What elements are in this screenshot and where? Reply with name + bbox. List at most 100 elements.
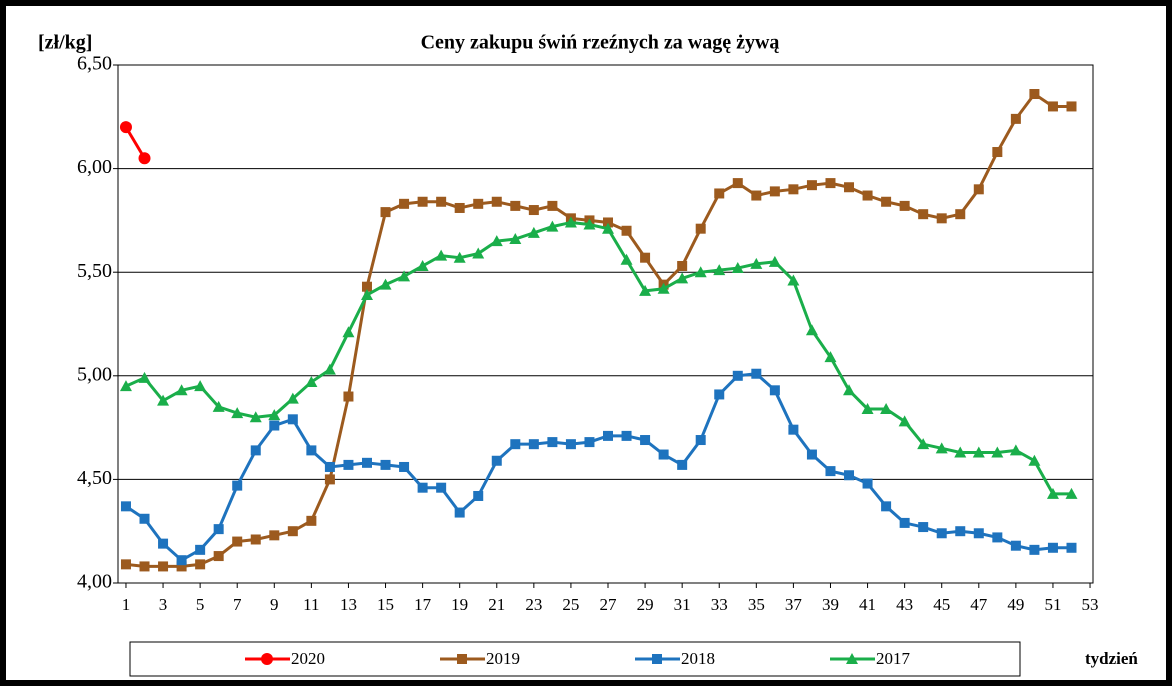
series-line <box>125 220 1072 496</box>
marker <box>120 559 131 570</box>
legend-label: 2018 <box>681 649 715 668</box>
marker <box>844 182 855 193</box>
marker <box>195 559 206 570</box>
marker <box>732 370 743 381</box>
marker <box>973 184 984 195</box>
marker <box>936 213 947 224</box>
marker <box>1010 540 1021 551</box>
marker <box>824 351 837 363</box>
marker <box>1029 544 1040 555</box>
marker <box>176 555 187 566</box>
marker <box>547 200 558 211</box>
marker <box>306 445 317 456</box>
marker <box>677 260 688 271</box>
marker <box>621 430 632 441</box>
marker <box>602 222 615 234</box>
marker <box>991 446 1004 458</box>
marker <box>584 437 595 448</box>
y-tick-label: 6,00 <box>77 156 112 178</box>
x-tick-label: 51 <box>1044 595 1061 614</box>
marker <box>286 392 299 404</box>
legend-label: 2017 <box>876 649 911 668</box>
marker <box>788 424 799 435</box>
marker <box>695 223 706 234</box>
x-tick-label: 39 <box>822 595 839 614</box>
marker <box>825 178 836 189</box>
plot-area <box>117 64 1094 584</box>
marker <box>620 253 633 265</box>
marker <box>194 380 207 392</box>
marker <box>380 207 391 218</box>
marker <box>750 257 763 269</box>
y-tick-label: 5,50 <box>77 260 112 282</box>
marker <box>213 524 224 535</box>
x-tick-label: 33 <box>711 595 728 614</box>
marker <box>547 437 558 448</box>
marker <box>416 259 429 271</box>
marker <box>955 209 966 220</box>
marker <box>398 270 411 282</box>
marker <box>955 526 966 537</box>
marker <box>732 178 743 189</box>
marker <box>861 402 874 414</box>
marker <box>287 414 298 425</box>
chart-title: Ceny zakupu świń rzeźnych za wagę żywą <box>421 32 780 54</box>
x-axis-label: tydzień <box>1085 649 1138 668</box>
marker <box>1065 487 1078 499</box>
x-tick-label: 31 <box>674 595 691 614</box>
marker <box>379 278 392 290</box>
marker <box>1029 89 1040 100</box>
marker <box>936 528 947 539</box>
marker <box>583 218 596 230</box>
marker <box>454 202 465 213</box>
marker <box>269 420 280 431</box>
marker <box>417 196 428 207</box>
marker <box>528 439 539 450</box>
marker <box>473 198 484 209</box>
marker <box>565 439 576 450</box>
x-tick-label: 23 <box>525 595 542 614</box>
x-tick-label: 35 <box>748 595 765 614</box>
x-tick-label: 19 <box>451 595 468 614</box>
marker <box>918 522 929 533</box>
marker <box>139 513 150 524</box>
marker <box>491 455 502 466</box>
marker <box>361 281 372 292</box>
marker <box>176 561 187 572</box>
x-tick-label: 17 <box>414 595 432 614</box>
series-line <box>125 91 1072 568</box>
marker <box>491 196 502 207</box>
marker <box>972 446 985 458</box>
marker <box>527 226 540 238</box>
marker <box>898 415 911 427</box>
marker <box>880 402 893 414</box>
marker <box>250 445 261 456</box>
marker <box>1066 542 1077 553</box>
marker <box>768 255 781 267</box>
marker <box>731 262 744 274</box>
legend-marker <box>652 654 662 664</box>
x-tick-label: 41 <box>859 595 876 614</box>
marker <box>250 534 261 545</box>
x-tick-label: 27 <box>600 595 618 614</box>
marker <box>157 394 170 406</box>
marker <box>490 235 503 247</box>
marker <box>714 188 725 199</box>
marker <box>676 272 689 284</box>
x-tick-label: 21 <box>488 595 505 614</box>
marker <box>677 459 688 470</box>
marker <box>324 474 335 485</box>
x-tick-label: 13 <box>340 595 357 614</box>
marker <box>287 526 298 537</box>
x-tick-label: 9 <box>270 595 279 614</box>
marker <box>1028 454 1041 466</box>
marker <box>360 288 373 300</box>
marker <box>862 478 873 489</box>
marker <box>212 400 225 412</box>
x-tick-label: 43 <box>896 595 913 614</box>
marker <box>881 196 892 207</box>
x-tick-label: 15 <box>377 595 394 614</box>
marker <box>769 186 780 197</box>
marker <box>454 507 465 518</box>
